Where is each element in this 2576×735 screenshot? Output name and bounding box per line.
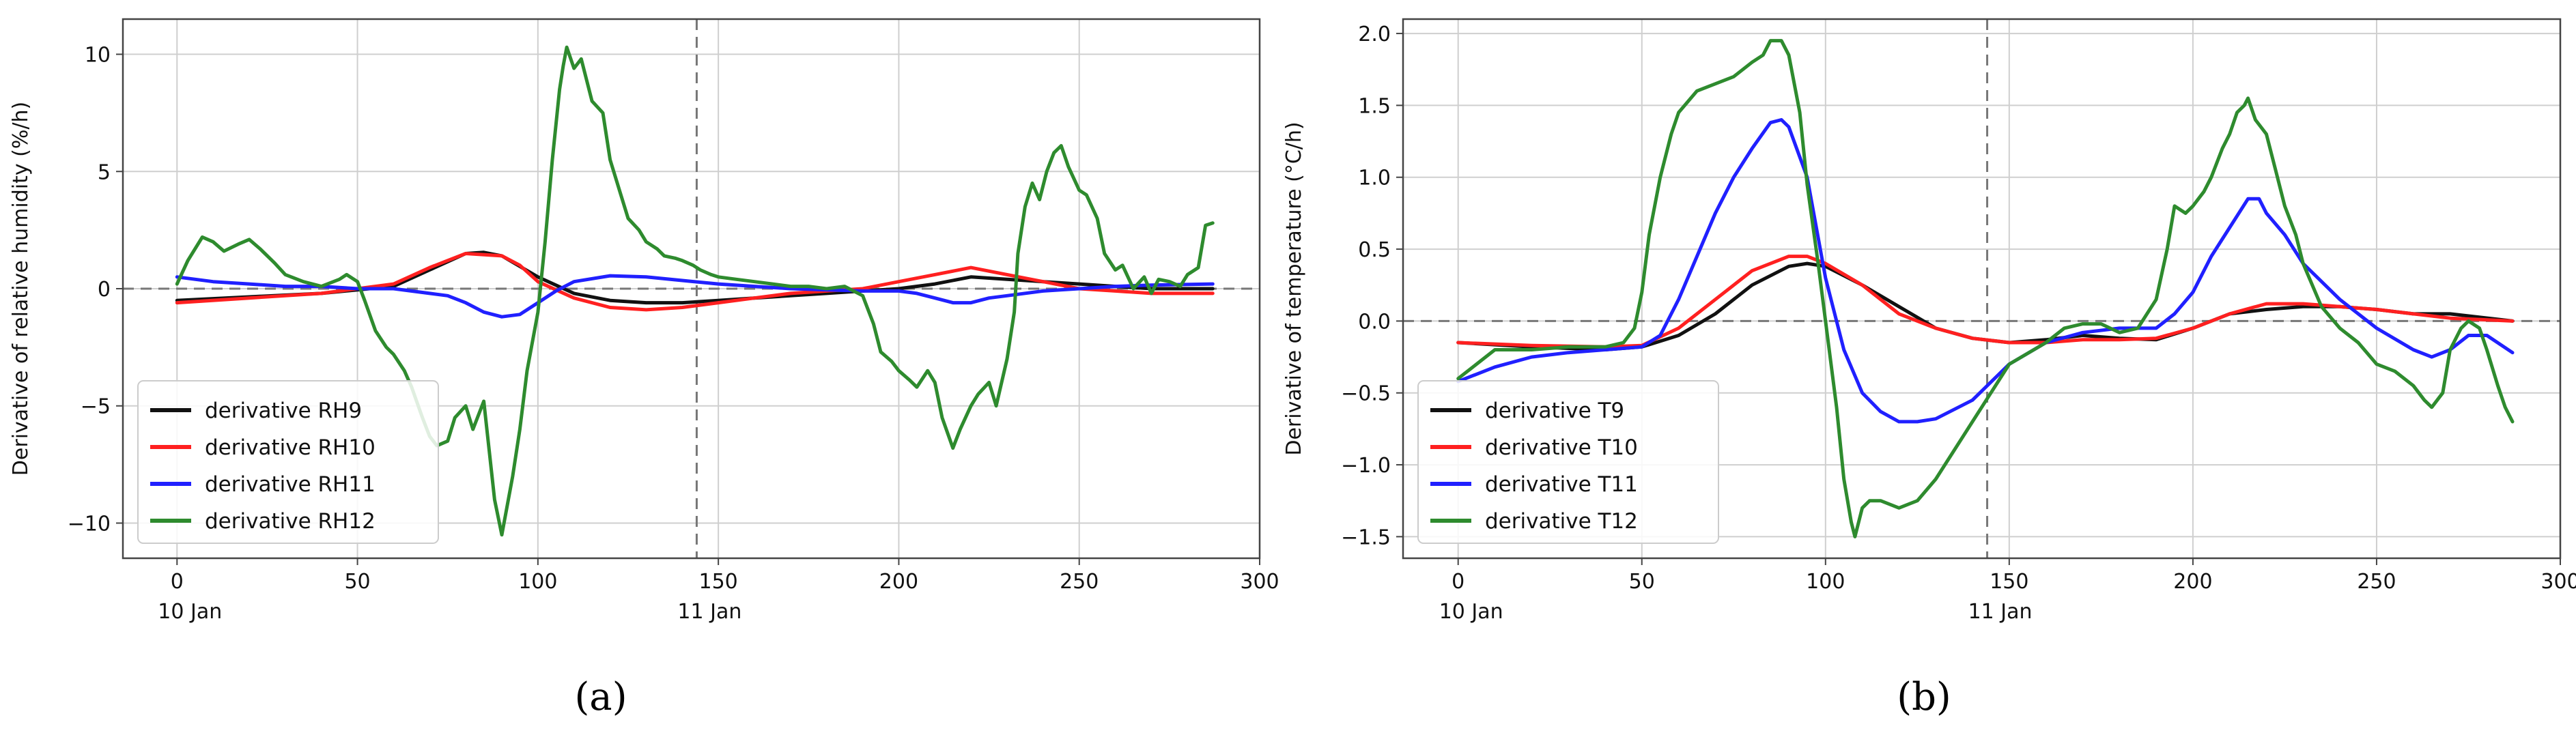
y-tick-label: 0.5 — [1358, 238, 1391, 262]
x-tick-label: 300 — [2540, 570, 2576, 594]
series-line-4 — [1456, 39, 2515, 538]
y-tick-label: 10 — [85, 44, 111, 68]
legend-entry: derivative RH9 — [205, 399, 362, 423]
x-tick-label: 300 — [1240, 570, 1279, 594]
axes-frame — [1402, 18, 2562, 560]
x-tick-label: 50 — [1629, 570, 1655, 594]
series-group — [175, 45, 1215, 537]
legend: derivative T9 derivative T10 derivative T1… — [1417, 380, 1719, 544]
legend: derivative RH9 derivative RH10 derivative … — [137, 380, 439, 544]
legend-entry: derivative T11 — [1485, 472, 1638, 497]
series-line-2 — [175, 252, 1215, 312]
x-tick-label: 100 — [518, 570, 557, 594]
x-tick-label: 250 — [1060, 570, 1099, 594]
y-tick-label: −0.5 — [1341, 382, 1391, 406]
legend-box — [137, 380, 439, 544]
y-tick-label: −1.5 — [1341, 525, 1391, 549]
chart-panel-a: 0 50 100 150 200 250 300 −10 −5 0 5 10 10 Jan 11 Jan D… — [9, 18, 1279, 719]
date-label: 10 Jan — [1439, 600, 1503, 624]
series-line-4 — [175, 45, 1215, 537]
panel-label: (a) — [574, 675, 627, 719]
series-group — [1456, 39, 2515, 538]
x-tick-label: 150 — [699, 570, 738, 594]
y-axis-label: Derivative of temperature (°C/h) — [1282, 121, 1306, 455]
series-line-3 — [1456, 118, 2515, 424]
legend-entry: derivative RH11 — [205, 472, 376, 497]
y-tick-label: 1.5 — [1358, 94, 1391, 118]
x-tick-label: 250 — [2357, 570, 2396, 594]
y-tick-label: 1.0 — [1358, 167, 1391, 190]
legend-entry: derivative T10 — [1485, 435, 1638, 460]
x-tick-label: 0 — [1452, 570, 1464, 594]
y-tick-label: −5 — [81, 395, 111, 419]
date-label: 10 Jan — [158, 600, 222, 624]
y-tick-label: 0.0 — [1358, 310, 1391, 334]
y-tick-label: −1.0 — [1341, 454, 1391, 478]
panel-label: (b) — [1897, 675, 1951, 719]
y-tick-label: −10 — [68, 512, 111, 536]
x-tick-label: 0 — [171, 570, 184, 594]
x-tick-label: 200 — [2173, 570, 2212, 594]
y-tick-label: 5 — [98, 160, 111, 184]
x-tick-label: 50 — [344, 570, 370, 594]
date-label: 11 Jan — [677, 600, 741, 624]
y-tick-label: 0 — [98, 278, 111, 302]
chart-panel-b: 0 50 100 150 200 250 300 −1.5 −1.0 −0.5 0.0 0.5 1.0 1… — [1282, 18, 2576, 719]
x-tick-label: 150 — [1990, 570, 2028, 594]
legend-entry: derivative T9 — [1485, 399, 1624, 423]
y-tick-label: 2.0 — [1358, 23, 1391, 46]
legend-entry: derivative RH10 — [205, 435, 376, 460]
x-tick-label: 100 — [1806, 570, 1845, 594]
y-axis-label: Derivative of relative humidity (%/h) — [9, 102, 33, 476]
x-tick-label: 200 — [879, 570, 918, 594]
series-line-3 — [175, 274, 1215, 319]
legend-entry: derivative T12 — [1485, 509, 1638, 534]
date-label: 11 Jan — [1968, 600, 2033, 624]
legend-box — [1417, 380, 1719, 544]
legend-entry: derivative RH12 — [205, 509, 376, 534]
